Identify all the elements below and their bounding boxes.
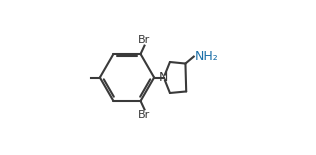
Text: NH₂: NH₂ — [195, 50, 218, 63]
Text: N: N — [159, 71, 168, 84]
Text: Br: Br — [138, 35, 151, 45]
Text: Br: Br — [138, 110, 151, 120]
